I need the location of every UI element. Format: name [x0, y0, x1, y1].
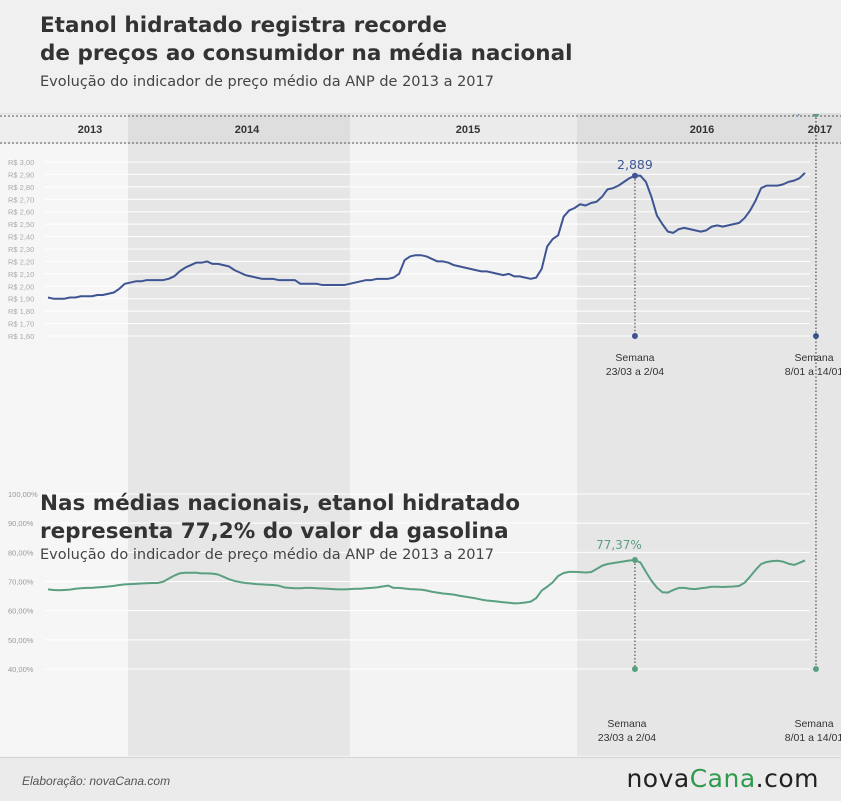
second-chart-title-line2: representa 77,2% do valor da gasolina [40, 519, 509, 544]
ratio-annotation-caption-line2: 8/01 a 14/01 [785, 732, 841, 744]
footer: Elaboração: novaCana.com novaCana.com [0, 757, 841, 801]
price-tick-label: R$ 2,00 [8, 282, 34, 291]
second-chart-title-line1: Nas médias nacionais, etanol hidratado [40, 491, 521, 516]
price-annotation-caption-line2: 8/01 a 14/01 [785, 366, 841, 378]
charts-canvas: 2013 2014 2015 2016 2017 R$ 3,00 R$ 2,90 R$ 2,8… [0, 114, 841, 756]
year-band-0 [0, 114, 128, 756]
price-annotation-caption-line1: Semana [794, 352, 833, 364]
ratio-tick-label: 90,00% [8, 519, 34, 528]
ratio-tick-label: 100,00% [8, 490, 38, 499]
ratio-tick-label: 60,00% [8, 607, 34, 616]
ratio-annotation-point [631, 557, 638, 564]
ratio-annotation-caption-line2: 23/03 a 2/04 [598, 732, 657, 744]
year-label-2017: 2017 [808, 124, 832, 136]
ratio-annotation-caption-line1: Semana [794, 718, 833, 730]
price-tick-label: R$ 2,40 [8, 233, 34, 242]
novacana-logo[interactable]: novaCana.com [626, 764, 819, 793]
price-tick-label: R$ 2,90 [8, 170, 34, 179]
price-tick-label: R$ 2,60 [8, 208, 34, 217]
ratio-annotation-label: 77,21% [777, 114, 823, 117]
chart-title-line2: de preços ao consumidor na média naciona… [40, 41, 573, 66]
price-tick-label: R$ 2,30 [8, 245, 34, 254]
price-tick-label: R$ 2,20 [8, 257, 34, 266]
price-annotation-caption-line1: Semana [615, 352, 654, 364]
price-tick-label: R$ 2,10 [8, 270, 34, 279]
price-tick-label: R$ 1,60 [8, 332, 34, 341]
credit-text: Elaboração: novaCana.com [22, 774, 171, 788]
chart-title-line1: Etanol hidratado registra recorde [40, 13, 447, 38]
ratio-series-line [47, 559, 806, 605]
logo-part-nova: nova [626, 764, 690, 793]
ratio-annotation-base-point [631, 666, 638, 672]
year-label-2016: 2016 [690, 124, 714, 136]
ratio-tick-label: 70,00% [8, 578, 34, 587]
logo-part-com: .com [755, 764, 819, 793]
logo-part-cana: Cana [689, 764, 756, 793]
year-label-2015: 2015 [456, 124, 480, 136]
ratio-annotation-base-point [812, 666, 819, 672]
year-strip [0, 114, 841, 144]
price-tick-label: R$ 3,00 [8, 158, 34, 167]
price-series-line [47, 172, 806, 300]
ratio-annotation-point [812, 114, 819, 117]
price-annotation-point [631, 172, 638, 179]
ratio-chart: 100,00% 90,00% 80,00% 70,00% 60,00% 50,00% 40,… [8, 114, 841, 744]
year-label-2013: 2013 [78, 124, 102, 136]
ratio-annotation-caption-line1: Semana [607, 718, 646, 730]
ratio-tick-label: 80,00% [8, 548, 34, 557]
price-tick-label: R$ 2,50 [8, 220, 34, 229]
ratio-tick-label: 40,00% [8, 665, 34, 674]
second-chart-subtitle: Evolução do indicador de preço médio da … [40, 547, 494, 563]
price-tick-label: R$ 1,70 [8, 320, 34, 329]
price-annotation-base-point [631, 333, 638, 339]
year-band-3 [577, 114, 841, 756]
header: Etanol hidratado registra recorde de pre… [0, 0, 841, 114]
price-chart: R$ 3,00 R$ 2,90 R$ 2,80 R$ 2,70 R$ 2,60 R$ 2,… [8, 114, 841, 378]
year-band-2 [350, 114, 577, 756]
ratio-annotation-label: 77,37% [596, 538, 642, 552]
price-tick-label: R$ 2,80 [8, 183, 34, 192]
year-band-1 [128, 114, 350, 756]
price-annotation-label: 2,913 [789, 114, 825, 117]
price-annotation-caption-line2: 23/03 a 2/04 [606, 366, 665, 378]
price-annotation-label: 2,889 [617, 157, 653, 172]
year-label-2014: 2014 [235, 124, 260, 136]
price-tick-label: R$ 1,80 [8, 307, 34, 316]
chart-area: 2013 2014 2015 2016 2017 R$ 3,00 R$ 2,90 R$ 2,8… [0, 114, 841, 756]
price-tick-label: R$ 2,70 [8, 195, 34, 204]
ratio-tick-label: 50,00% [8, 636, 34, 645]
price-tick-label: R$ 1,90 [8, 295, 34, 304]
chart-subtitle: Evolução do indicador de preço médio da … [40, 74, 494, 90]
